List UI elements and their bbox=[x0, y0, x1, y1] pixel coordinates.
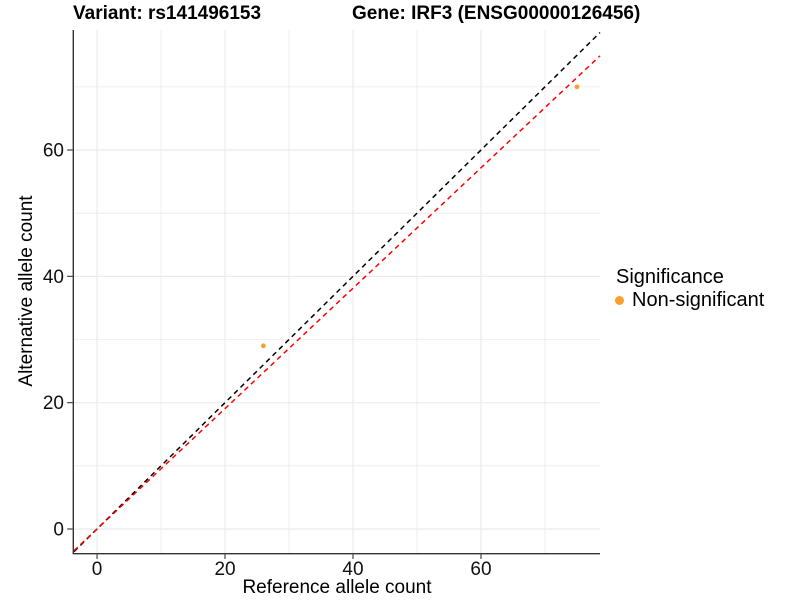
y-tick-label: 20 bbox=[43, 393, 64, 414]
y-axis-title: Alternative allele count bbox=[16, 195, 37, 387]
x-tick-label: 20 bbox=[214, 559, 235, 580]
data-point bbox=[574, 84, 580, 90]
legend-item-non-significant: Non-significant bbox=[612, 289, 764, 311]
plot-title-variant: Variant: rs141496153 bbox=[73, 3, 262, 24]
identity-line bbox=[73, 31, 601, 553]
regression-line bbox=[73, 55, 601, 552]
y-tick-label: 0 bbox=[53, 519, 64, 540]
x-tick-label: 40 bbox=[342, 559, 363, 580]
y-tick-label: 60 bbox=[43, 141, 64, 162]
point-marker-icon bbox=[615, 295, 624, 305]
legend-title: Significance bbox=[616, 266, 724, 288]
x-axis-title: Reference allele count bbox=[242, 577, 432, 598]
legend-item-label: Non-significant bbox=[632, 289, 765, 311]
data-point bbox=[261, 343, 266, 349]
x-tick-label: 0 bbox=[92, 559, 103, 580]
y-tick-label: 40 bbox=[43, 267, 64, 288]
plot-title-gene: Gene: IRF3 (ENSG00000126456) bbox=[352, 3, 641, 24]
legend: Significance Non-significant bbox=[612, 266, 764, 311]
x-tick-label: 60 bbox=[470, 559, 491, 580]
